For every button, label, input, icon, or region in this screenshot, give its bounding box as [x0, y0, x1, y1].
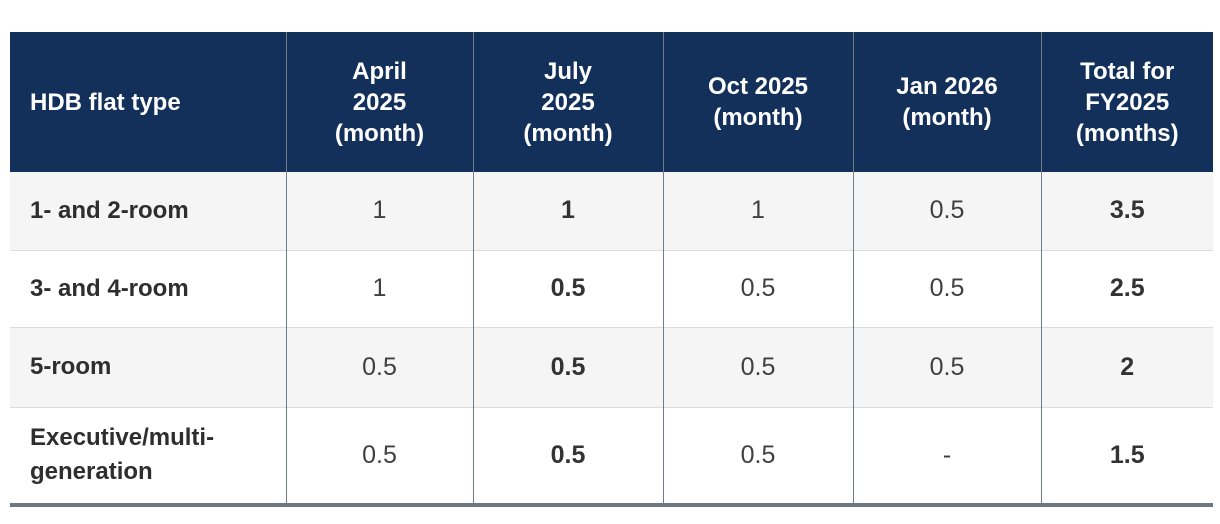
cell-value: 0.5 — [473, 407, 664, 505]
cell-total: 2 — [1120, 352, 1135, 381]
cell-value: 0.5 — [473, 250, 664, 327]
cell-value: 0.5 — [286, 327, 474, 407]
table-header-row: HDB flat type April 2025 (month) July 20… — [10, 32, 1213, 172]
header-cell-july-2025: July 2025 (month) — [473, 32, 664, 172]
cell-value: 0.5 — [286, 407, 474, 505]
header-cell-total-fy2025: Total for FY2025 (months) — [1041, 32, 1213, 172]
row-label-executive-multi-generation: Executive/multi- generation — [10, 407, 287, 505]
cell-total: 1.5 — [1109, 440, 1145, 469]
table-row: 3- and 4-room 1 0.5 0.5 0.5 2.5 — [10, 250, 1213, 327]
table-row: 5-room 0.5 0.5 0.5 0.5 2 — [10, 327, 1213, 407]
hdb-flat-type-table: HDB flat type April 2025 (month) July 20… — [10, 32, 1213, 507]
cell-value: - — [853, 407, 1042, 505]
cell-value: 0.5 — [663, 407, 854, 505]
table-row: Executive/multi- generation 0.5 0.5 0.5 … — [10, 407, 1213, 505]
header-cell-jan-2026: Jan 2026 (month) — [853, 32, 1042, 172]
row-label-3-and-4-room: 3- and 4-room — [10, 250, 287, 327]
header-cell-flat-type: HDB flat type — [10, 32, 287, 172]
cell-value: 0.5 — [473, 327, 664, 407]
table-row: 1- and 2-room 1 1 1 0.5 3.5 — [10, 172, 1213, 250]
cell-value: 1 — [286, 250, 474, 327]
header-cell-oct-2025: Oct 2025 (month) — [663, 32, 854, 172]
cell-value: 1 — [286, 172, 474, 250]
row-label-5-room: 5-room — [10, 327, 287, 407]
cell-total: 2.5 — [1109, 274, 1145, 302]
row-label-1-and-2-room: 1- and 2-room — [10, 172, 287, 250]
cell-value: 0.5 — [663, 327, 854, 407]
header-cell-april-2025: April 2025 (month) — [286, 32, 474, 172]
cell-value: 0.5 — [853, 172, 1042, 250]
cell-value: 1 — [663, 172, 854, 250]
cell-total: 3.5 — [1109, 196, 1145, 225]
cell-value: 0.5 — [853, 327, 1042, 407]
cell-value: 0.5 — [663, 250, 854, 327]
cell-value: 1 — [473, 172, 664, 250]
cell-value: 0.5 — [853, 250, 1042, 327]
